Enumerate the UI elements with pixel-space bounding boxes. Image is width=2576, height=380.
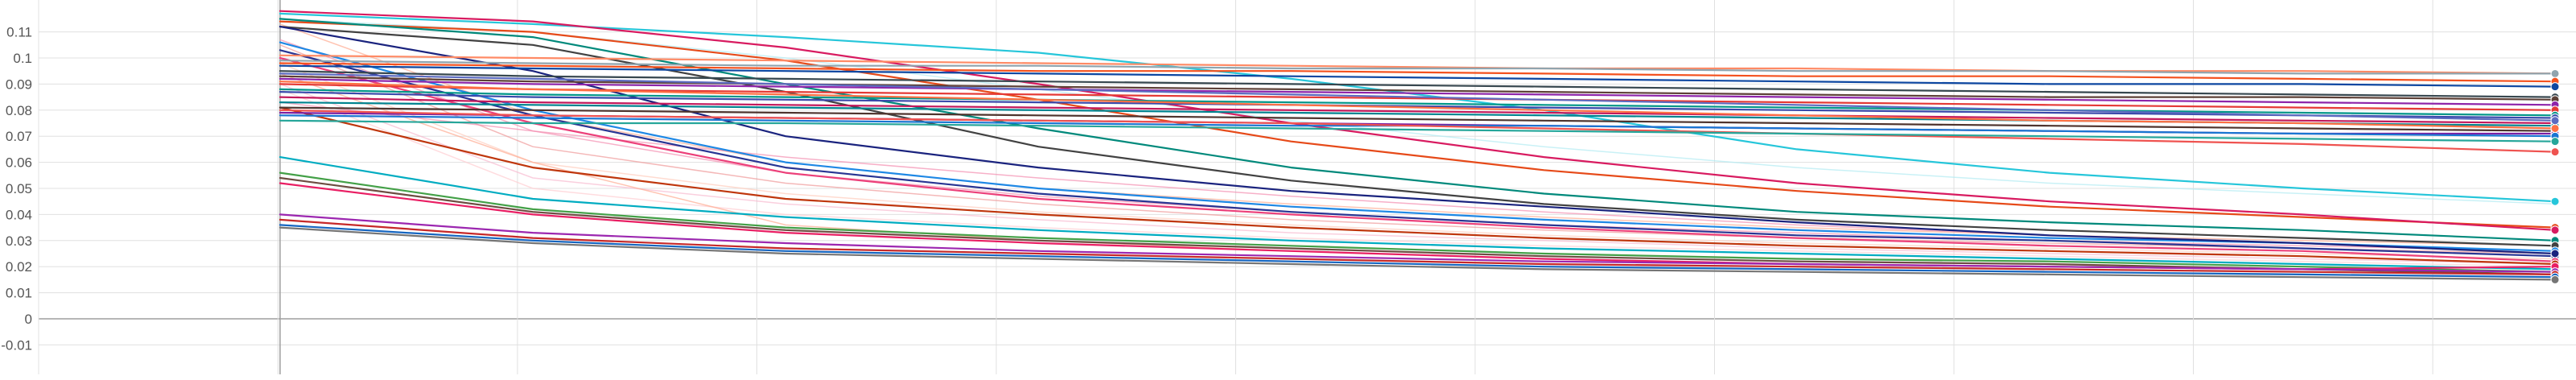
series-line-3 xyxy=(278,18,2557,242)
y-tick-label: 0.09 xyxy=(6,76,32,92)
series-line-21 xyxy=(278,64,2557,88)
series-end-point-35 xyxy=(2550,123,2560,133)
series-line-15 xyxy=(278,218,2557,275)
y-tick-label: 0.01 xyxy=(6,286,32,301)
series-end-point-17 xyxy=(2550,275,2560,284)
series-end-point-21 xyxy=(2550,82,2560,92)
y-tick-label: -0.01 xyxy=(1,337,32,353)
series-line-23 xyxy=(278,75,2557,101)
y-tick-label: 0.08 xyxy=(6,103,32,118)
series-line-2 xyxy=(278,10,2557,231)
y-tick-label: 0.03 xyxy=(6,233,32,249)
series-line-34 xyxy=(278,119,2557,142)
series-line-35 xyxy=(278,81,2557,130)
series-end-point-34 xyxy=(2550,137,2560,147)
series-line-16 xyxy=(278,224,2557,279)
series-line-19 xyxy=(278,60,2557,75)
y-tick-label: 0.11 xyxy=(6,25,32,40)
series-line-10 xyxy=(278,156,2557,271)
series-line-25 xyxy=(278,83,2557,111)
series-line-24 xyxy=(278,77,2557,106)
series-end-point-8 xyxy=(2550,249,2560,258)
series-line-22 xyxy=(278,70,2557,98)
series-end-point-19 xyxy=(2550,68,2560,78)
series-line-9 xyxy=(278,106,2557,266)
y-tick-label: 0.02 xyxy=(6,259,32,275)
series-line-14 xyxy=(278,213,2557,273)
series-line-33 xyxy=(278,109,2557,153)
series-end-markers xyxy=(2550,68,2560,284)
faint-series-line-2 xyxy=(279,44,2556,254)
series-line-11 xyxy=(278,171,2557,273)
faint-series-line-0 xyxy=(279,23,2556,247)
series-line-1 xyxy=(278,20,2557,229)
series-end-point-36 xyxy=(2550,116,2560,126)
y-tick-label: 0.07 xyxy=(6,129,32,144)
series-line-12 xyxy=(278,176,2557,275)
series-line-13 xyxy=(278,182,2557,271)
series-lines xyxy=(278,10,2557,281)
series-line-6 xyxy=(278,49,2557,258)
series-line-27 xyxy=(278,91,2557,119)
y-tick-labels: 0.11 0.1 0.09 0.08 0.07 0.06 0.05 0.04 0.03 0.02 0… xyxy=(1,25,32,353)
series-line-20 xyxy=(278,62,2557,83)
series-line-36 xyxy=(278,72,2557,122)
series-line-18 xyxy=(278,54,2557,75)
series-end-point-33 xyxy=(2550,147,2560,157)
series-line-7 xyxy=(278,56,2557,262)
series-line-0 xyxy=(278,12,2557,203)
faint-series-line-4 xyxy=(279,83,2556,265)
y-tick-label: 0 xyxy=(25,312,32,327)
faint-series-line-5 xyxy=(279,89,2556,267)
series-line-17 xyxy=(278,226,2557,281)
y-tick-label: 0.04 xyxy=(6,207,32,222)
series-end-point-2 xyxy=(2550,225,2560,235)
grid xyxy=(38,0,2576,374)
series-line-5 xyxy=(278,41,2557,252)
series-line-28 xyxy=(278,96,2557,125)
faint-series xyxy=(279,18,2556,273)
y-tick-label: 0.1 xyxy=(13,51,32,66)
series-end-point-0 xyxy=(2550,196,2560,206)
faint-series-line-3 xyxy=(279,62,2556,260)
series-line-4 xyxy=(278,26,2557,247)
y-tick-label: 0.06 xyxy=(6,155,32,171)
series-line-26 xyxy=(278,88,2557,117)
y-tick-label: 0.05 xyxy=(6,181,32,196)
series-line-30 xyxy=(278,106,2557,132)
faint-series-line-6 xyxy=(279,18,2556,205)
